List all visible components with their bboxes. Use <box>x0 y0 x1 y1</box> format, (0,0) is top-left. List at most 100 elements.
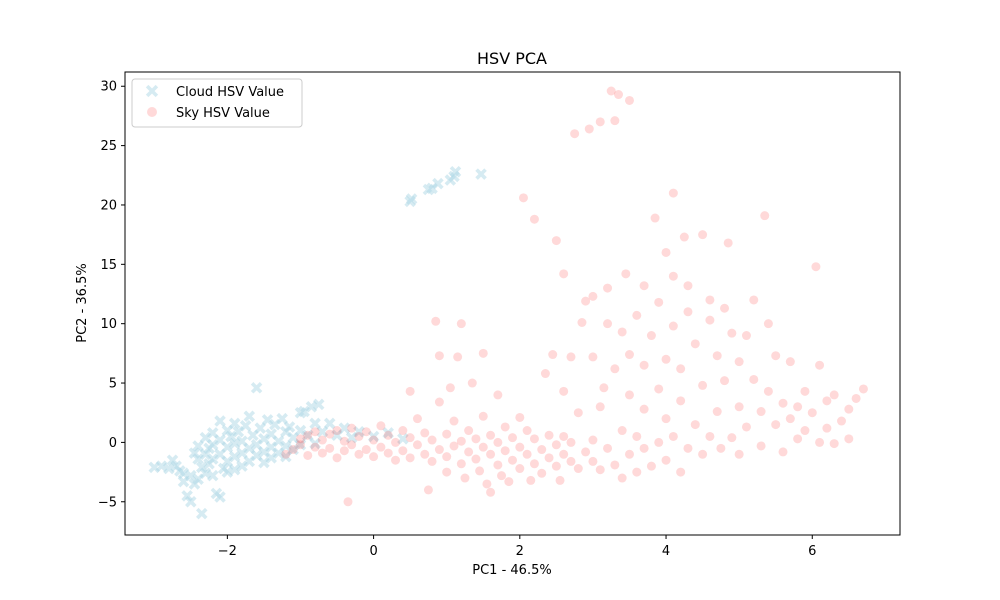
sky-point <box>383 430 393 440</box>
cloud-point <box>276 412 288 425</box>
sky-point <box>815 437 825 447</box>
sky-point <box>661 354 671 364</box>
sky-point <box>518 193 528 203</box>
sky-point <box>464 447 474 457</box>
sky-point <box>610 364 620 374</box>
sky-point <box>515 464 525 474</box>
sky-point <box>467 378 477 388</box>
sky-point <box>632 467 642 477</box>
cloud-point <box>261 414 274 426</box>
sky-point <box>793 434 803 444</box>
sky-point <box>478 442 488 452</box>
sky-point <box>427 456 437 466</box>
sky-point <box>295 440 305 450</box>
sky-point <box>508 433 517 443</box>
sky-point <box>668 188 678 198</box>
sky-point <box>361 427 371 437</box>
sky-point <box>676 396 686 406</box>
sky-point <box>654 437 664 447</box>
sky-point <box>668 271 678 281</box>
sky-point <box>456 319 466 329</box>
sky-point <box>544 430 554 440</box>
legend-label-sky: Sky HSV Value <box>176 106 270 121</box>
sky-point <box>793 402 803 412</box>
sky-point <box>522 449 532 459</box>
sky-point <box>624 95 634 105</box>
cloud-point <box>206 439 219 451</box>
cloud-point <box>185 496 197 508</box>
sky-point <box>540 369 550 379</box>
sky-point <box>639 360 649 370</box>
cloud-point <box>243 455 256 468</box>
cloud-point <box>206 427 219 439</box>
sky-point <box>537 468 547 478</box>
cloud-point <box>309 417 321 430</box>
sky-point <box>325 443 335 453</box>
sky-point <box>486 449 496 459</box>
sky-point <box>303 450 313 460</box>
sky-point <box>646 331 656 341</box>
sky-point <box>800 386 810 396</box>
sky-point <box>785 357 795 367</box>
sky-point <box>544 453 554 463</box>
sky-point <box>734 357 744 367</box>
sky-point <box>807 408 817 418</box>
sky-point <box>412 440 422 450</box>
cloud-point <box>280 440 292 452</box>
sky-point <box>434 351 444 361</box>
sky-point <box>412 414 422 424</box>
sky-point <box>398 426 408 436</box>
cloud-point <box>232 425 245 438</box>
sky-point <box>756 441 766 451</box>
sky-point <box>661 247 671 257</box>
sky-point <box>497 471 507 481</box>
sky-point <box>445 383 455 393</box>
cloud-point <box>228 437 241 450</box>
sky-point <box>332 453 342 463</box>
cloud-point <box>309 437 321 450</box>
cloud-point <box>225 430 237 443</box>
sky-point <box>471 454 481 464</box>
sky-point <box>431 316 441 326</box>
legend-label-cloud: Cloud HSV Value <box>176 85 284 100</box>
sky-point <box>822 396 832 406</box>
sky-point <box>570 129 580 139</box>
x-axis: −2 0 2 4 6 <box>218 535 816 559</box>
sky-point <box>354 431 364 441</box>
sky-point <box>837 416 847 426</box>
sky-point <box>716 443 726 453</box>
sky-point <box>405 433 415 443</box>
sky-point <box>851 393 861 403</box>
sky-point <box>690 339 700 349</box>
sky-point <box>522 426 532 436</box>
sky-point <box>676 467 686 477</box>
sky-point <box>698 230 708 240</box>
y-tick-label: 25 <box>100 139 117 154</box>
sky-point <box>317 435 327 445</box>
y-tick-label: 30 <box>100 80 117 95</box>
cloud-point <box>283 421 296 433</box>
sky-point <box>566 437 576 447</box>
sky-point <box>420 449 430 459</box>
cloud-point <box>236 460 248 472</box>
sky-point <box>420 428 430 438</box>
sky-point <box>493 390 503 400</box>
sky-point <box>800 426 810 436</box>
cloud-point <box>313 398 325 411</box>
sky-point <box>529 214 539 224</box>
sky-point <box>310 427 320 437</box>
sky-point <box>617 426 627 436</box>
cloud-point <box>243 442 256 455</box>
sky-point <box>449 441 459 451</box>
cloud-point <box>254 422 267 434</box>
sky-point <box>720 303 730 313</box>
y-tick-label: 10 <box>100 317 117 332</box>
sky-point <box>727 328 737 338</box>
sky-point <box>603 283 613 293</box>
cloud-point <box>228 463 241 476</box>
sky-point <box>844 404 854 414</box>
cloud-point <box>192 473 204 485</box>
sky-point <box>456 459 466 469</box>
